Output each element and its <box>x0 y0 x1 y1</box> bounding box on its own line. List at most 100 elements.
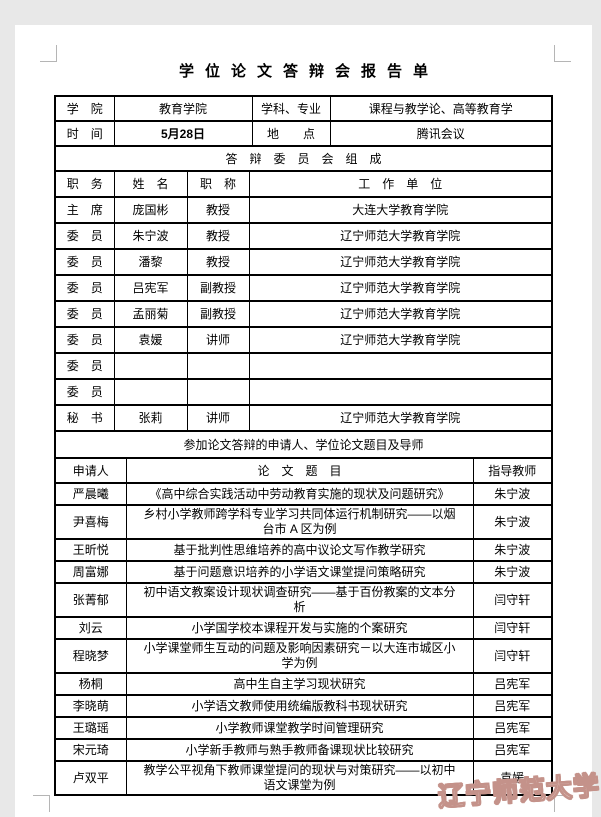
committee-row: 委 员 吕宪军 副教授 辽宁师范大学教育学院 <box>54 274 553 302</box>
applicant-row: 刘云 小学国学校本课程开发与实施的个案研究 闫守轩 <box>54 616 553 640</box>
committee-section-table: 答 辩 委 员 会 组 成 <box>54 145 553 172</box>
discipline-value-cell: 课程与教学论、高等教育学 <box>329 95 553 122</box>
applicant-row: 卢双平 教学公平视角下教师课堂提问的现状与对策研究——以初中语文课堂为例 袁媛 <box>54 760 553 796</box>
unit-cell: 辽宁师范大学教育学院 <box>248 404 553 432</box>
title-cell <box>186 352 250 380</box>
location-label-cell: 地 点 <box>251 120 331 147</box>
committee-row: 委 员 潘黎 教授 辽宁师范大学教育学院 <box>54 248 553 276</box>
location-value-cell: 腾讯会议 <box>329 120 553 147</box>
advisor-cell: 吕宪军 <box>472 716 553 740</box>
unit-cell <box>248 378 553 406</box>
committee-section-title: 答 辩 委 员 会 组 成 <box>54 145 553 172</box>
report-form: 学 院 教育学院 学科、专业 课程与教学论、高等教育学 时 间 5月28日 地 … <box>54 95 553 796</box>
thesis-title-cell: 教学公平视角下教师课堂提问的现状与对策研究——以初中语文课堂为例 <box>125 760 474 796</box>
role-cell: 委 员 <box>54 274 115 302</box>
committee-row: 委 员 朱宁波 教授 辽宁师范大学教育学院 <box>54 222 553 250</box>
applicant-row: 杨桐 高中生自主学习现状研究 吕宪军 <box>54 672 553 696</box>
applicants-section-table: 参加论文答辩的申请人、学位论文题目及导师 <box>54 430 553 459</box>
applicants-table: 严晨曦 《高中综合实践活动中劳动教育实施的现状及问题研究》 朱宁波 尹喜梅 乡村… <box>54 482 553 796</box>
thesis-title-cell: 高中生自主学习现状研究 <box>125 672 474 696</box>
applicant-name-cell: 杨桐 <box>54 672 127 696</box>
advisor-cell: 吕宪军 <box>472 738 553 762</box>
applicant-name-cell: 尹喜梅 <box>54 504 127 540</box>
applicant-row: 严晨曦 《高中综合实践活动中劳动教育实施的现状及问题研究》 朱宁波 <box>54 482 553 506</box>
thesis-title-cell: 小学新手教师与熟手教师备课现状比较研究 <box>125 738 474 762</box>
document-page: 学位论文答辩会报告单 学 院 教育学院 学科、专业 课程与教学论、高等教育学 时… <box>15 25 592 817</box>
title-cell: 讲师 <box>186 404 250 432</box>
applicant-row: 李晓萌 小学语文教师使用统编版教科书现状研究 吕宪军 <box>54 694 553 718</box>
discipline-label-cell: 学科、专业 <box>251 95 331 122</box>
thesis-title-cell: 小学课堂师生互动的问题及影响因素研究－以大连市城区小学为例 <box>125 638 474 674</box>
thesis-header-cell: 论 文 题 目 <box>125 457 474 484</box>
unit-cell <box>248 352 553 380</box>
thesis-title-cell: 基于批判性思维培养的高中议论文写作教学研究 <box>125 538 474 562</box>
committee-row: 委 员 孟丽菊 副教授 辽宁师范大学教育学院 <box>54 300 553 328</box>
applicant-row: 宋元琦 小学新手教师与熟手教师备课现状比较研究 吕宪军 <box>54 738 553 762</box>
applicant-row: 张菁郁 初中语文教案设计现状调查研究——基于百份教案的文本分析 闫守轩 <box>54 582 553 618</box>
committee-header-row: 职 务 姓 名 职 称 工 作 单 位 <box>54 170 553 198</box>
unit-cell: 辽宁师范大学教育学院 <box>248 274 553 302</box>
committee-row: 委 员 <box>54 378 553 406</box>
name-cell <box>113 378 188 406</box>
time-value-cell: 5月28日 <box>113 120 253 147</box>
unit-cell: 辽宁师范大学教育学院 <box>248 248 553 276</box>
role-header-cell: 职 务 <box>54 170 115 198</box>
time-label-cell: 时 间 <box>54 120 115 147</box>
name-cell: 吕宪军 <box>113 274 188 302</box>
applicant-name-cell: 严晨曦 <box>54 482 127 506</box>
committee-row: 秘 书 张莉 讲师 辽宁师范大学教育学院 <box>54 404 553 432</box>
committee-row: 主 席 庞国彬 教授 大连大学教育学院 <box>54 196 553 224</box>
name-cell: 朱宁波 <box>113 222 188 250</box>
margin-corner-mark-bottom-right <box>554 795 571 812</box>
applicant-name-cell: 宋元琦 <box>54 738 127 762</box>
applicant-row: 周富娜 基于问题意识培养的小学语文课堂提问策略研究 朱宁波 <box>54 560 553 584</box>
thesis-title-cell: 初中语文教案设计现状调查研究——基于百份教案的文本分析 <box>125 582 474 618</box>
name-cell: 袁媛 <box>113 326 188 354</box>
title-cell: 讲师 <box>186 326 250 354</box>
name-cell: 孟丽菊 <box>113 300 188 328</box>
advisor-cell: 吕宪军 <box>472 672 553 696</box>
applicant-name-cell: 李晓萌 <box>54 694 127 718</box>
title-cell: 教授 <box>186 196 250 224</box>
applicants-section-title: 参加论文答辩的申请人、学位论文题目及导师 <box>54 430 553 459</box>
school-label-cell: 学 院 <box>54 95 115 122</box>
title-header-cell: 职 称 <box>186 170 250 198</box>
advisor-cell: 闫守轩 <box>472 582 553 618</box>
unit-cell: 辽宁师范大学教育学院 <box>248 326 553 354</box>
school-value-cell: 教育学院 <box>113 95 253 122</box>
table-row: 参加论文答辩的申请人、学位论文题目及导师 <box>54 430 553 459</box>
advisor-cell: 闫守轩 <box>472 638 553 674</box>
role-cell: 秘 书 <box>54 404 115 432</box>
thesis-title-cell: 小学国学校本课程开发与实施的个案研究 <box>125 616 474 640</box>
applicant-name-cell: 王昕悦 <box>54 538 127 562</box>
page-title: 学位论文答辩会报告单 <box>178 63 439 80</box>
name-cell <box>113 352 188 380</box>
margin-corner-mark-top-right <box>554 45 571 62</box>
applicant-name-cell: 程晓梦 <box>54 638 127 674</box>
title-cell: 副教授 <box>186 300 250 328</box>
unit-header-cell: 工 作 单 位 <box>248 170 553 198</box>
committee-row: 委 员 <box>54 352 553 380</box>
thesis-title-cell: 小学语文教师使用统编版教科书现状研究 <box>125 694 474 718</box>
role-cell: 委 员 <box>54 248 115 276</box>
advisor-cell: 朱宁波 <box>472 482 553 506</box>
applicant-name-cell: 周富娜 <box>54 560 127 584</box>
applicant-row: 尹喜梅 乡村小学教师跨学科专业学习共同体运行机制研究——以烟台市 A 区为例 朱… <box>54 504 553 540</box>
advisor-cell: 朱宁波 <box>472 560 553 584</box>
role-cell: 委 员 <box>54 300 115 328</box>
applicant-row: 王昕悦 基于批判性思维培养的高中议论文写作教学研究 朱宁波 <box>54 538 553 562</box>
advisor-header-cell: 指导教师 <box>472 457 553 484</box>
margin-corner-mark-bottom-left <box>33 795 50 812</box>
unit-cell: 大连大学教育学院 <box>248 196 553 224</box>
applicants-header-table: 申请人 论 文 题 目 指导教师 <box>54 457 553 484</box>
title-cell: 教授 <box>186 222 250 250</box>
advisor-cell: 朱宁波 <box>472 504 553 540</box>
advisor-cell: 吕宪军 <box>472 694 553 718</box>
committee-row: 委 员 袁媛 讲师 辽宁师范大学教育学院 <box>54 326 553 354</box>
table-row: 学 院 教育学院 学科、专业 课程与教学论、高等教育学 <box>54 95 553 122</box>
unit-cell: 辽宁师范大学教育学院 <box>248 222 553 250</box>
role-cell: 委 员 <box>54 352 115 380</box>
applicant-row: 程晓梦 小学课堂师生互动的问题及影响因素研究－以大连市城区小学为例 闫守轩 <box>54 638 553 674</box>
advisor-cell: 朱宁波 <box>472 538 553 562</box>
